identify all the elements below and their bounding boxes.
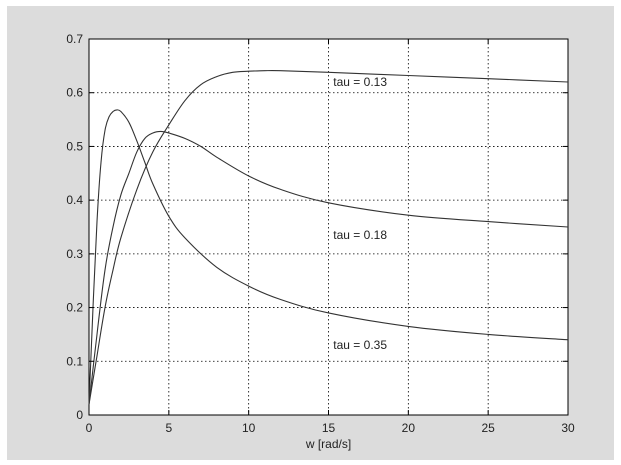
figure-window: 0 5 10 15 20 25 30 0 0.1 0.2 0.3 0.4 0.5 0.6 0.7 tau =… (7, 6, 614, 460)
x-tick-label: 25 (481, 421, 495, 435)
y-tick-label: 0 (76, 408, 83, 422)
x-tick-label: 0 (86, 421, 93, 435)
x-tick-label: 30 (561, 421, 575, 435)
x-tick-label: 15 (322, 421, 336, 435)
series-line-1 (88, 69, 569, 405)
x-tick-label: 5 (165, 421, 172, 435)
line-chart: 0 5 10 15 20 25 30 0 0.1 0.2 0.3 0.4 0.5 0.6 0.7 tau =… (66, 32, 575, 451)
y-tick-label: 0.4 (66, 193, 83, 207)
y-tick-label: 0.7 (66, 32, 83, 46)
series-line-2 (88, 130, 569, 405)
labels: tau = 0.13 tau = 0.18 tau = 0.35 (333, 75, 387, 352)
curves (88, 69, 569, 405)
y-tick-label: 0.5 (66, 139, 83, 153)
x-tick-label: 10 (242, 421, 256, 435)
y-tick-label: 0.3 (66, 247, 83, 261)
grid (89, 39, 568, 415)
y-tick-label: 0.1 (66, 354, 83, 368)
series-label-1: tau = 0.13 (333, 75, 387, 89)
y-tick-label: 0.6 (66, 86, 83, 100)
y-tick-label: 0.2 (66, 301, 83, 315)
x-axis-label: w [rad/s] (305, 437, 351, 451)
series-label-3: tau = 0.35 (333, 338, 387, 352)
x-tick-label: 20 (402, 421, 416, 435)
series-line-3 (88, 109, 569, 405)
ticks: 0 5 10 15 20 25 30 0 0.1 0.2 0.3 0.4 0.5 0.6 0.7 (66, 32, 575, 435)
series-label-2: tau = 0.18 (333, 228, 387, 242)
